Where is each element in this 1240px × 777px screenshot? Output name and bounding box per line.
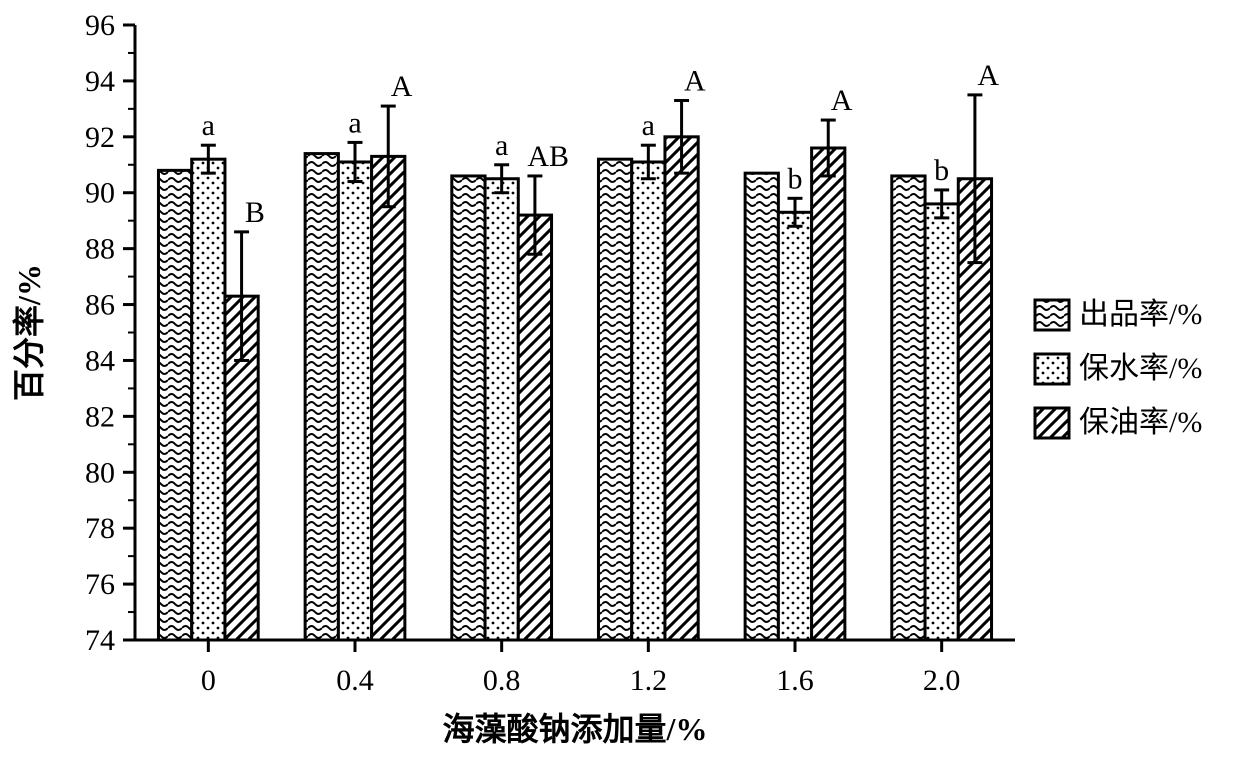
bar-water — [632, 162, 665, 640]
svg-text:A: A — [977, 59, 999, 92]
svg-text:保油率/%: 保油率/% — [1079, 406, 1202, 439]
svg-text:90: 90 — [85, 177, 115, 210]
svg-text:86: 86 — [85, 289, 115, 322]
bar-oil — [518, 215, 551, 640]
legend-swatch-water — [1035, 354, 1069, 384]
bar-oil — [665, 137, 698, 640]
svg-text:出品率/%: 出品率/% — [1079, 298, 1202, 331]
svg-text:92: 92 — [85, 121, 115, 154]
bar-yield — [598, 159, 631, 640]
bar-oil — [812, 148, 845, 640]
svg-text:百分率/%: 百分率/% — [11, 264, 47, 401]
svg-text:AB: AB — [527, 140, 569, 173]
chart-container: 747678808284868890929496百分率/%0aB0.4aA0.8… — [0, 0, 1240, 777]
svg-text:A: A — [391, 70, 413, 103]
svg-text:74: 74 — [85, 624, 115, 657]
svg-text:78: 78 — [85, 512, 115, 545]
bar-yield — [892, 176, 925, 640]
svg-text:0: 0 — [201, 664, 216, 697]
svg-text:保水率/%: 保水率/% — [1079, 352, 1202, 385]
bar-water — [338, 162, 371, 640]
bar-water — [485, 179, 518, 640]
svg-text:96: 96 — [85, 9, 115, 42]
svg-text:a: a — [348, 106, 361, 139]
svg-text:1.2: 1.2 — [630, 664, 668, 697]
svg-text:2.0: 2.0 — [923, 664, 961, 697]
svg-text:1.6: 1.6 — [776, 664, 814, 697]
svg-text:84: 84 — [85, 344, 115, 377]
svg-text:A: A — [831, 84, 853, 117]
svg-text:80: 80 — [85, 456, 115, 489]
svg-text:海藻酸钠添加量/%: 海藻酸钠添加量/% — [443, 711, 708, 747]
svg-text:b: b — [788, 162, 803, 195]
svg-text:A: A — [684, 64, 706, 97]
svg-text:88: 88 — [85, 233, 115, 266]
svg-text:82: 82 — [85, 400, 115, 433]
bar-chart-svg: 747678808284868890929496百分率/%0aB0.4aA0.8… — [0, 0, 1240, 777]
bar-yield — [305, 154, 338, 640]
bar-yield — [745, 173, 778, 640]
svg-text:94: 94 — [85, 65, 115, 98]
svg-text:a: a — [495, 129, 508, 162]
bar-water — [925, 204, 958, 640]
svg-text:a: a — [642, 109, 655, 142]
svg-text:76: 76 — [85, 568, 115, 601]
svg-text:0.8: 0.8 — [483, 664, 521, 697]
bar-water — [192, 159, 225, 640]
svg-text:b: b — [934, 154, 949, 187]
bar-yield — [158, 170, 191, 640]
legend-swatch-yield — [1035, 300, 1069, 330]
bar-yield — [452, 176, 485, 640]
svg-text:a: a — [202, 109, 215, 142]
bar-water — [778, 212, 811, 640]
svg-text:0.4: 0.4 — [336, 664, 374, 697]
bar-oil — [372, 156, 405, 640]
svg-text:B: B — [245, 196, 265, 229]
legend-swatch-oil — [1035, 408, 1069, 438]
